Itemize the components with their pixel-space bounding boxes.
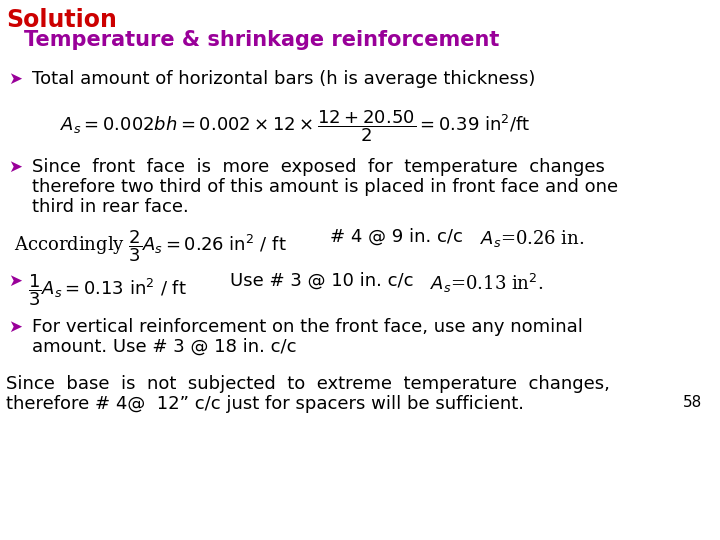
- Text: therefore # 4@  12” c/c just for spacers will be sufficient.: therefore # 4@ 12” c/c just for spacers …: [6, 395, 524, 413]
- Text: Since  base  is  not  subjected  to  extreme  temperature  changes,: Since base is not subjected to extreme t…: [6, 375, 610, 393]
- Text: $A_s$=0.13 in$^2$.: $A_s$=0.13 in$^2$.: [430, 272, 544, 295]
- Text: Temperature & shrinkage reinforcement: Temperature & shrinkage reinforcement: [24, 30, 500, 50]
- Text: Total amount of horizontal bars (h is average thickness): Total amount of horizontal bars (h is av…: [32, 70, 536, 88]
- Text: Accordingly $\dfrac{2}{3}A_s = 0.26\ \mathrm{in^2\ /\ ft}$: Accordingly $\dfrac{2}{3}A_s = 0.26\ \ma…: [14, 228, 287, 264]
- Text: ➤: ➤: [8, 318, 22, 336]
- Text: Since  front  face  is  more  exposed  for  temperature  changes: Since front face is more exposed for tem…: [32, 158, 605, 176]
- Text: therefore two third of this amount is placed in front face and one: therefore two third of this amount is pl…: [32, 178, 618, 196]
- Text: Solution: Solution: [6, 8, 117, 32]
- Text: $\dfrac{1}{3}A_s = 0.13\ \mathrm{in^2\ /\ ft}$: $\dfrac{1}{3}A_s = 0.13\ \mathrm{in^2\ /…: [28, 272, 187, 308]
- Text: ➤: ➤: [8, 158, 22, 176]
- Text: Use # 3 @ 10 in. c/c: Use # 3 @ 10 in. c/c: [230, 272, 413, 290]
- Text: $A_s = 0.002bh = 0.002\times12\times\dfrac{12+20.50}{2} = 0.39\ \mathrm{in^2/ft}: $A_s = 0.002bh = 0.002\times12\times\dfr…: [60, 108, 531, 144]
- Text: For vertical reinforcement on the front face, use any nominal: For vertical reinforcement on the front …: [32, 318, 583, 336]
- Text: ➤: ➤: [8, 70, 22, 88]
- Text: third in rear face.: third in rear face.: [32, 198, 189, 216]
- Text: # 4 @ 9 in. c/c: # 4 @ 9 in. c/c: [330, 228, 463, 246]
- Text: 58: 58: [683, 395, 703, 410]
- Text: ➤: ➤: [8, 272, 22, 290]
- Text: $A_s$=0.26 in.: $A_s$=0.26 in.: [480, 228, 584, 249]
- Text: amount. Use # 3 @ 18 in. c/c: amount. Use # 3 @ 18 in. c/c: [32, 338, 297, 356]
